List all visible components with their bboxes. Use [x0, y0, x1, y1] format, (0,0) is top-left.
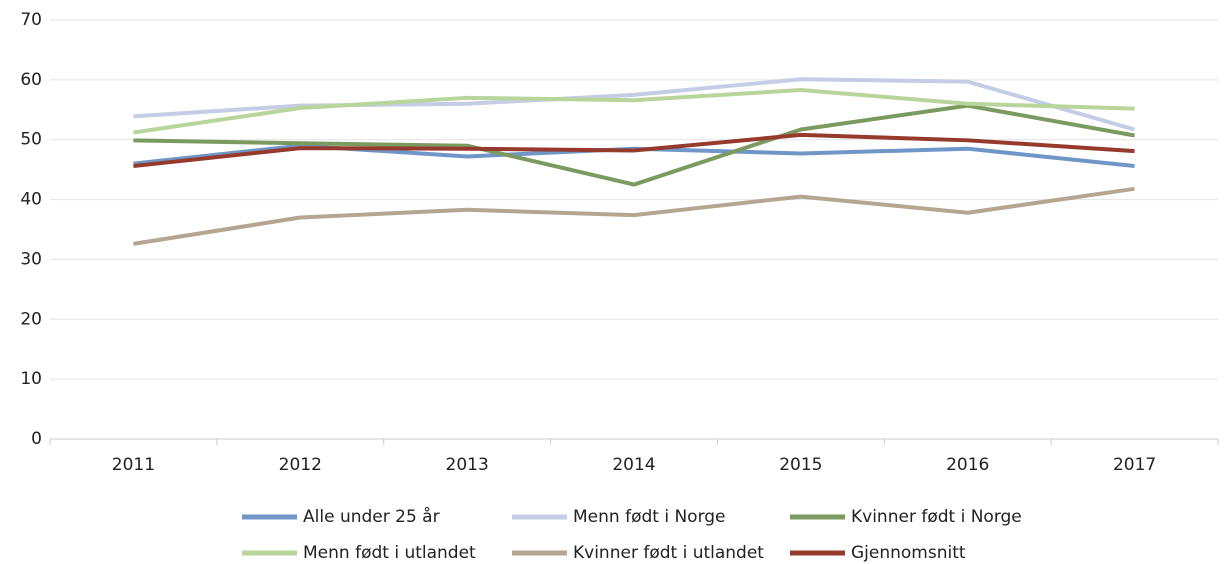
x-tick-label: 2015: [779, 455, 822, 475]
x-tick-label: 2013: [446, 455, 489, 475]
y-tick-label: 20: [20, 309, 42, 329]
legend-label: Menn født i Norge: [573, 507, 726, 527]
legend-label: Kvinner født i utlandet: [573, 543, 764, 563]
series-line: [133, 77, 1136, 132]
y-tick-label: 40: [20, 190, 42, 210]
x-tick-label: 2012: [279, 455, 322, 475]
legend-label: Gjennomsnitt: [851, 543, 966, 563]
x-tick-label: 2011: [112, 455, 155, 475]
series-line: [133, 103, 1135, 187]
series-line: [133, 132, 1135, 169]
x-tick-label: 2014: [612, 455, 655, 475]
x-tick-label: 2016: [946, 455, 989, 475]
y-tick-label: 50: [20, 130, 42, 150]
legend-label: Alle under 25 år: [303, 506, 440, 527]
y-tick-label: 60: [20, 70, 42, 90]
x-tick-label: 2017: [1113, 455, 1156, 475]
legend-label: Menn født i utlandet: [303, 543, 476, 563]
y-tick-label: 10: [20, 369, 42, 389]
series-line: [133, 88, 1135, 135]
y-tick-label: 70: [20, 10, 42, 30]
y-tick-label: 30: [20, 249, 42, 269]
series-line: [133, 186, 1135, 246]
legend-label: Kvinner født i Norge: [851, 507, 1022, 527]
y-tick-label: 0: [31, 429, 42, 449]
